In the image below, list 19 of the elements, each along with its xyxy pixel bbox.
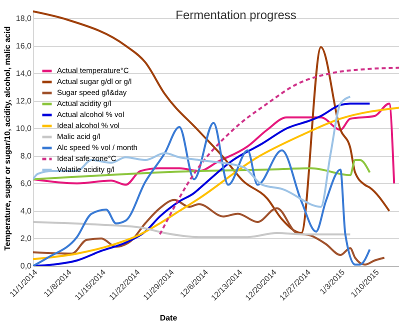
line-series [33,220,352,238]
y-tick-label: 4,0 [20,206,32,216]
line-series [33,102,396,186]
y-tick-label: 8,0 [20,151,32,160]
line-series [33,198,386,266]
x-axis-title: Date [160,314,178,321]
y-tick-label: 18,0 [16,14,32,23]
line-series [33,10,390,234]
chart-title: Fermentation progress [176,8,296,22]
line-series [158,66,399,236]
y-tick-label: 6,0 [20,178,32,188]
y-tick-label: 12,0 [16,96,32,106]
line-series [33,96,352,208]
y-tick-label: 0,0 [20,262,32,270]
y-axis-title: Temperature, sugar or sugar/10, acidity, alcohol, malic acid [2,26,12,251]
y-tick-label: 2,0 [20,234,32,243]
y-tick-label: 16,0 [16,41,32,50]
y-tick-label: 10,0 [16,124,32,133]
y-tick-label: 14,0 [16,68,32,78]
